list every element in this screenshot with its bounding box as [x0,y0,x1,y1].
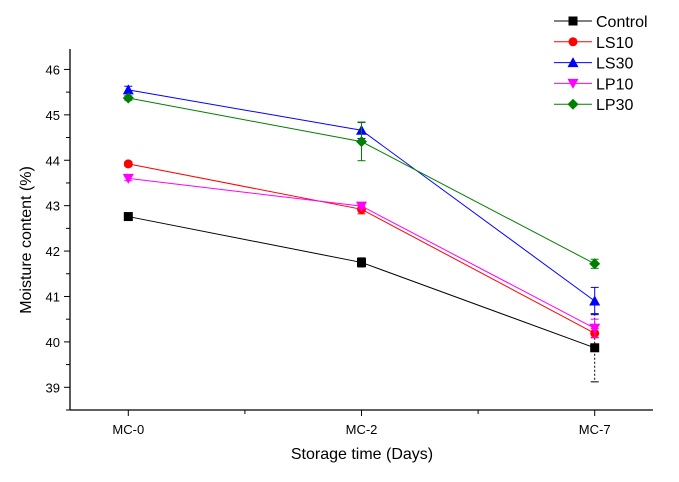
data-point [357,257,366,267]
legend-item: LP30 [554,97,633,114]
data-point [123,212,133,222]
legend-item: LP10 [554,76,633,93]
legend-label: Control [596,14,648,31]
data-point [122,84,134,95]
data-point [589,295,601,306]
series-line [128,216,595,349]
legend-marker [567,98,579,110]
axes: 39 40 41 42 43 44 45 46 MC-0 MC-2 MC-7 [46,49,653,437]
legend: Control LS10 LS30 LP10 LP30 [554,14,648,114]
legend-label: LP10 [596,76,633,93]
y-tick-label: 39 [46,380,60,395]
legend-label: LS10 [596,35,633,52]
x-tick-label: MC-7 [579,422,611,437]
series-line [128,89,595,302]
y-tick-label: 44 [46,153,60,168]
series-layer [122,84,601,383]
x-axis-title: Storage time (Days) [291,446,433,463]
legend-item: LS30 [554,56,633,73]
data-point [590,343,600,353]
y-axis-title: Moisture content (%) [18,166,35,314]
series-line [128,163,595,334]
data-point [123,159,133,169]
legend-label: LS30 [596,56,633,73]
legend-marker [567,78,579,89]
y-tick-label: 45 [46,108,60,123]
series-lp10 [122,173,601,338]
series-line [128,177,595,329]
legend-item: Control [554,14,648,31]
y-tick-label: 41 [46,289,60,304]
series-ls30 [122,84,601,316]
legend-item: LS10 [554,35,633,52]
data-point [122,173,134,184]
data-point [589,258,601,270]
legend-marker [568,16,578,26]
y-tick-label: 43 [46,199,60,214]
legend-marker [568,37,578,47]
data-point [589,323,601,334]
series-control [123,212,600,383]
y-tick-label: 46 [46,62,60,77]
data-point [356,136,367,148]
series-lp30 [122,92,601,270]
x-tick-label: MC-2 [346,422,378,437]
y-tick-label: 40 [46,335,60,350]
data-point [356,201,367,212]
legend-marker [567,57,579,68]
x-tick-label: MC-0 [112,422,144,437]
y-tick-label: 42 [46,244,60,259]
legend-label: LP30 [596,97,633,114]
data-point [122,92,134,104]
